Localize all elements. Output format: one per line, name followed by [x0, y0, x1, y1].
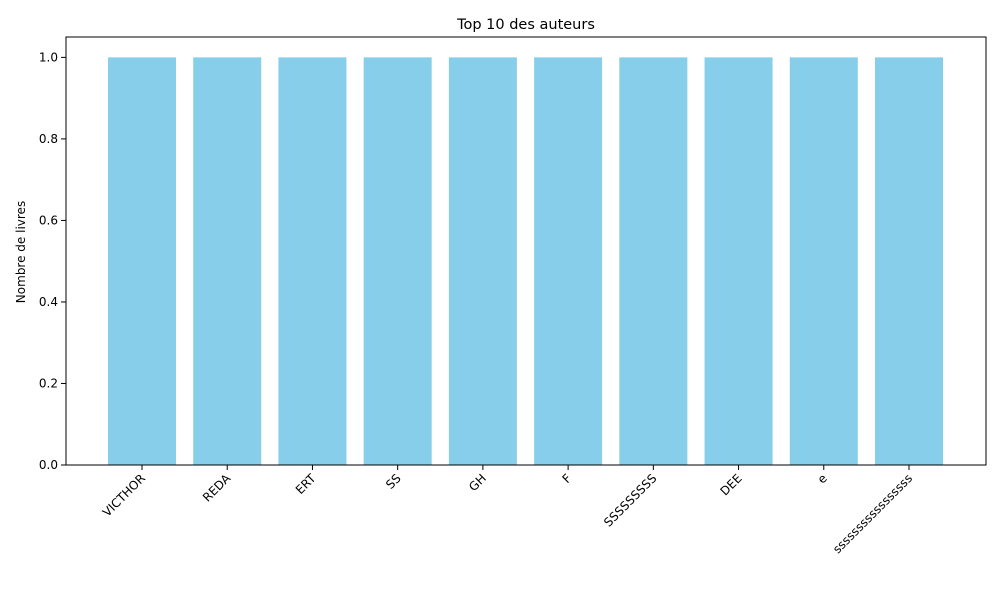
bar [789, 57, 858, 465]
y-tick-label: 1.0 [39, 50, 58, 64]
x-tick-label: VICTHOR [100, 471, 148, 519]
y-axis: 0.0 0.2 0.4 0.6 0.8 1.0 [39, 50, 66, 472]
bar [193, 57, 262, 465]
bar [448, 57, 517, 465]
x-tick-label: REDA [200, 471, 234, 505]
y-tick-label: 0.8 [39, 132, 58, 146]
bar [619, 57, 688, 465]
x-tick-label: e [815, 471, 830, 486]
chart-title: Top 10 des auteurs [456, 17, 595, 33]
bar [875, 57, 943, 465]
y-axis-label: Nombre de livres [14, 201, 28, 303]
bar [704, 57, 773, 465]
x-tick-label: GH [466, 471, 489, 494]
bar [363, 57, 432, 465]
plot-frame [65, 36, 987, 466]
bar [108, 57, 176, 465]
y-tick-label: 0.4 [39, 295, 58, 309]
bar [278, 57, 347, 465]
x-tick-label: SSSSSSSSS [601, 471, 659, 529]
x-tick-label: DEE [718, 471, 745, 498]
x-axis: VICTHOR REDA ERT SS GH F SSSSSSSSS DEE e ssssssss… [100, 465, 915, 556]
y-tick-label: 0.2 [39, 376, 58, 390]
bar [534, 57, 603, 465]
x-tick-label: F [559, 471, 574, 486]
x-tick-label: SS [383, 471, 404, 492]
y-tick-label: 0.0 [39, 458, 58, 472]
y-tick-label: 0.6 [39, 213, 58, 227]
bars-group [108, 57, 943, 465]
x-tick-label: ERT [293, 471, 319, 497]
x-tick-label: sssssssssssssssss [830, 471, 915, 556]
